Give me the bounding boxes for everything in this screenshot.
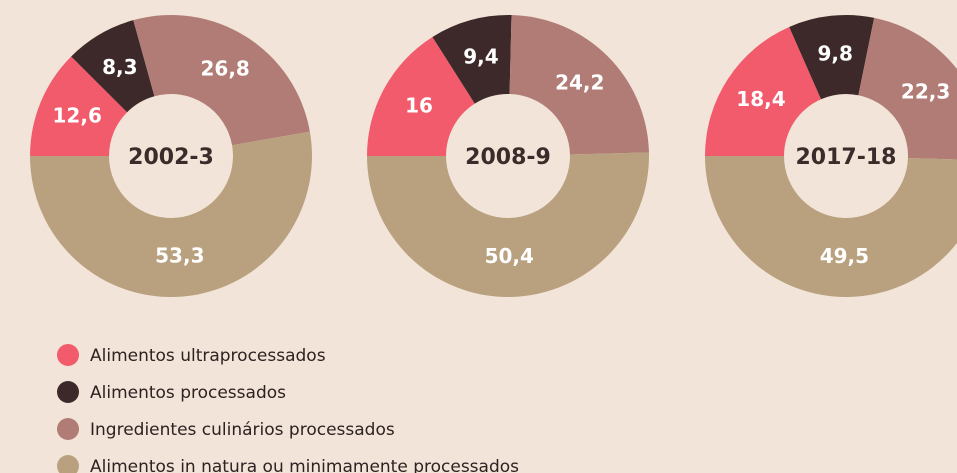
value-label: 18,4 [736,87,785,111]
center-label: 2008-9 [465,145,551,170]
value-label: 22,3 [901,80,950,104]
donut-segment [789,14,875,100]
legend-swatch [57,418,79,440]
value-label: 12,6 [53,104,102,128]
donut-segment [367,36,475,156]
value-label: 24,2 [555,71,604,95]
legend-swatch [57,381,79,403]
donut-segment [705,156,957,297]
donut-segment [432,15,512,104]
center-label: 2017-18 [796,145,897,170]
donut-segment [705,26,822,157]
legend-label: Ingredientes culinários processados [90,420,395,440]
donut-segment [71,20,155,113]
legend-swatch [57,455,79,473]
legend-label: Alimentos ultraprocessados [90,346,326,366]
value-label: 9,8 [817,42,852,66]
donut-segment [30,56,128,156]
legend-swatch [57,344,79,366]
legend-label: Alimentos processados [90,383,286,403]
legend-label: Alimentos in natura ou minimamente proce… [90,457,519,473]
value-label: 9,4 [463,45,498,69]
value-label: 26,8 [200,57,249,81]
donut-segment [509,15,649,155]
value-label: 53,3 [155,244,204,268]
value-label: 49,5 [820,244,869,268]
donut-segment [858,17,957,160]
donut-segment [133,15,310,146]
value-label: 8,3 [102,55,137,79]
value-label: 50,4 [485,244,534,268]
donut-segment [367,152,649,298]
donut-segment [30,131,313,298]
center-label: 2002-3 [128,145,214,170]
value-label: 16 [405,94,433,118]
